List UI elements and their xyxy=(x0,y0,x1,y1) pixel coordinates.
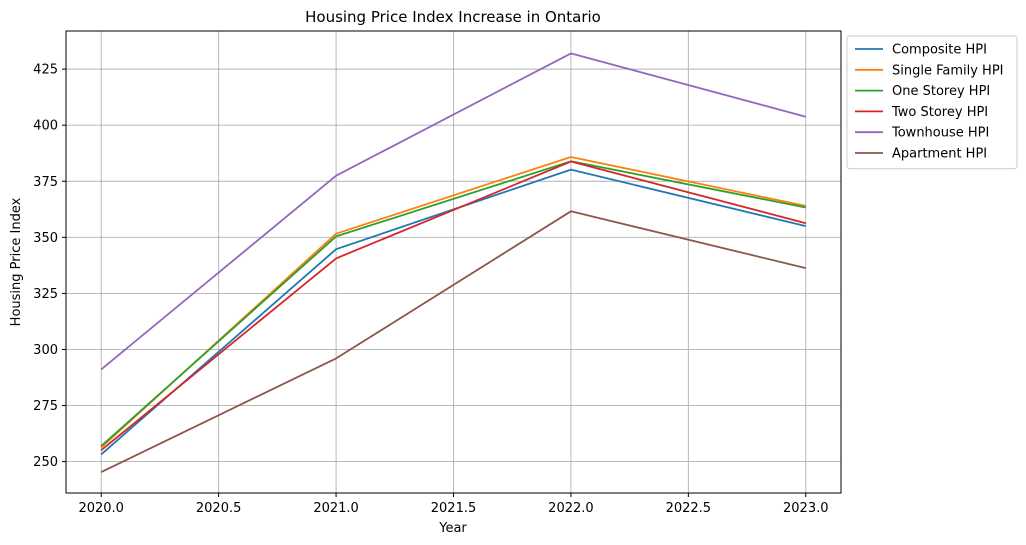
legend-label: One Storey HPI xyxy=(892,84,990,99)
y-tick-label: 275 xyxy=(33,399,58,414)
legend-label: Townhouse HPI xyxy=(891,126,989,141)
legend: Composite HPI Single Family HPI One Storey… xyxy=(846,35,1018,170)
y-tick-label: 375 xyxy=(33,175,58,190)
x-tick-label: 2023.0 xyxy=(783,501,829,516)
legend-label: Single Family HPI xyxy=(892,63,1004,78)
grid-lines xyxy=(66,31,841,493)
x-axis: 2020.0 2020.5 2021.0 2021.5 2022.0 2022.5 2023… xyxy=(78,493,829,516)
y-tick-label: 300 xyxy=(33,343,58,358)
x-axis-title: Year xyxy=(438,521,467,536)
x-tick-label: 2021.0 xyxy=(313,501,359,516)
y-tick-label: 325 xyxy=(33,287,58,302)
series-line-two-storey-hpi xyxy=(100,160,807,451)
legend-label: Two Storey HPI xyxy=(891,105,988,120)
series-lines xyxy=(100,52,807,473)
x-tick-label: 2022.5 xyxy=(666,501,712,516)
x-tick-label: 2022.0 xyxy=(548,501,594,516)
y-tick-label: 350 xyxy=(33,231,58,246)
chart-title: Housing Price Index Increase in Ontario xyxy=(305,8,601,26)
series-line-apartment-hpi xyxy=(100,210,807,473)
y-tick-label: 425 xyxy=(33,63,58,78)
x-tick-label: 2020.5 xyxy=(196,501,242,516)
series-line-one-storey-hpi xyxy=(100,160,806,447)
legend-box xyxy=(846,35,1018,170)
y-axis: 250 275 300 325 350 375 400 425 xyxy=(33,63,66,470)
y-tick-label: 400 xyxy=(33,119,58,134)
x-tick-label: 2021.5 xyxy=(431,501,477,516)
series-line-townhouse-hpi xyxy=(100,52,807,371)
legend-label: Composite HPI xyxy=(892,43,987,58)
x-tick-label: 2020.0 xyxy=(78,501,124,516)
y-axis-title: Housing Price Index xyxy=(9,197,24,326)
y-tick-label: 250 xyxy=(33,455,58,470)
legend-label: Apartment HPI xyxy=(892,147,987,162)
